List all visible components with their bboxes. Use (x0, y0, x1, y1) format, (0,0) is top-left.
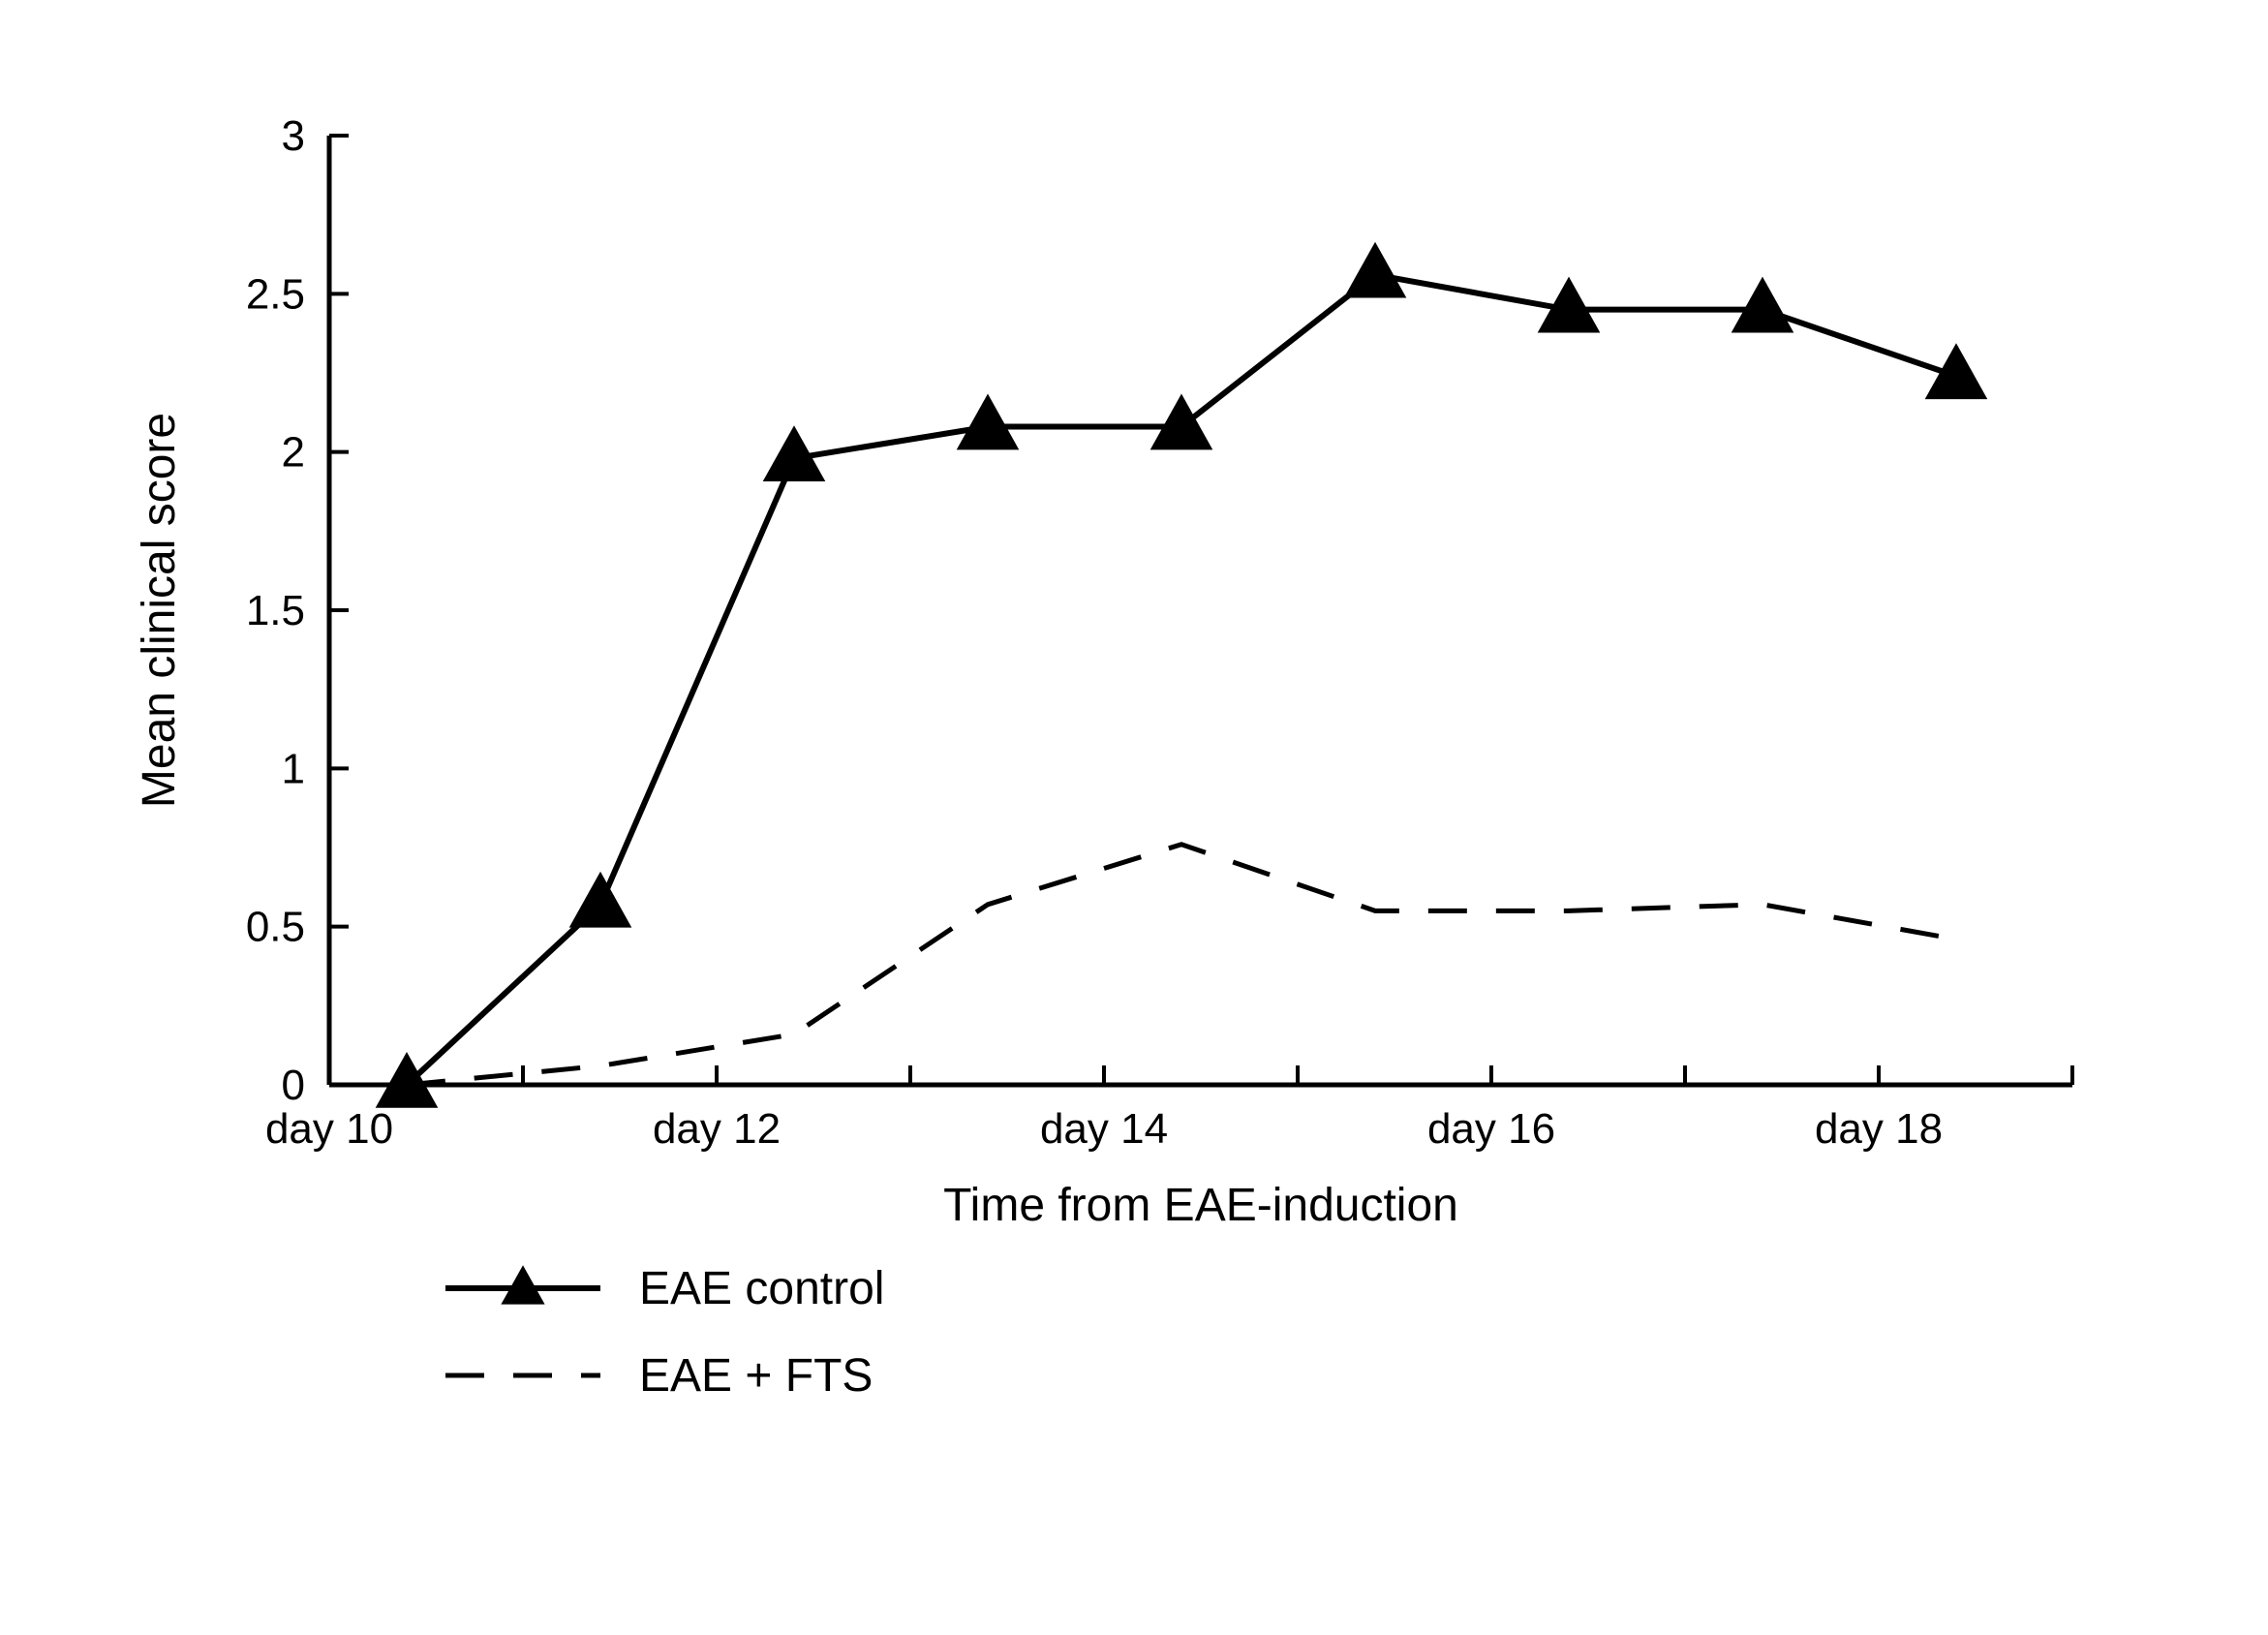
y-tick-label: 2.5 (246, 270, 305, 318)
series-marker-0 (1732, 277, 1794, 333)
series-marker-0 (957, 394, 1020, 450)
series-line-1 (407, 845, 1956, 1085)
y-tick-label: 0 (282, 1062, 305, 1109)
series-marker-0 (1150, 394, 1213, 450)
y-tick-label: 1.5 (246, 587, 305, 634)
y-tick-label: 0.5 (246, 904, 305, 951)
x-tick-label: day 18 (1815, 1105, 1943, 1153)
series-marker-0 (569, 872, 632, 928)
legend-label-0: EAE control (639, 1263, 884, 1314)
x-axis-label: Time from EAE-induction (943, 1180, 1458, 1231)
x-tick-label: day 16 (1427, 1105, 1555, 1153)
y-tick-label: 3 (282, 112, 305, 160)
x-tick-label: day 10 (265, 1105, 393, 1153)
y-axis-label: Mean clinical score (134, 413, 185, 808)
line-chart: 0 0.5 1 1.5 2 2.5 3 day 10 day 12 day 14 day 16 day… (77, 77, 2191, 1558)
y-tick-label: 1 (282, 745, 305, 792)
chart-container: 0 0.5 1 1.5 2 2.5 3 day 10 day 12 day 14 day 16 day… (77, 77, 2191, 1558)
y-tick-label: 2 (282, 429, 305, 477)
legend-marker-0 (501, 1265, 544, 1304)
x-tick-label: day 12 (653, 1105, 781, 1153)
series-marker-0 (1344, 242, 1407, 298)
series-marker-0 (376, 1052, 439, 1108)
legend-label-1: EAE + FTS (639, 1350, 873, 1402)
x-tick-label: day 14 (1040, 1105, 1168, 1153)
